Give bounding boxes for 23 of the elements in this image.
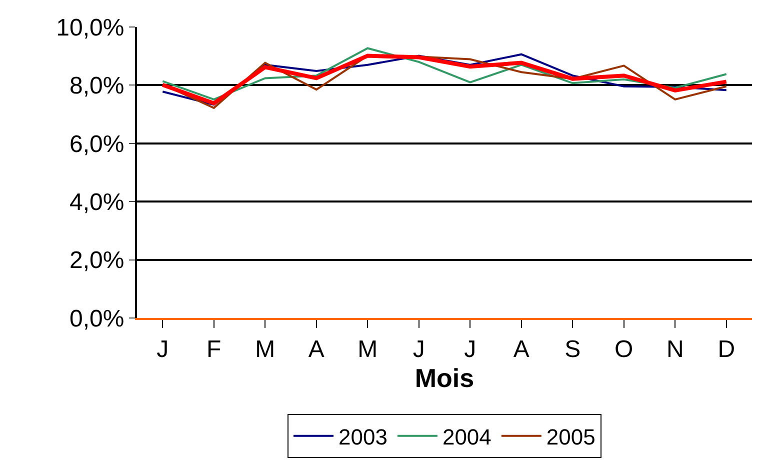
x-tick-label: J <box>412 336 425 363</box>
y-tick-label: 10,0% <box>56 14 124 42</box>
y-tick-label: 6,0% <box>69 130 124 158</box>
x-tick-label: J <box>464 336 476 363</box>
x-tick-label: O <box>614 336 634 363</box>
y-tick-label: 0,0% <box>69 305 124 332</box>
legend-label: 2005 <box>546 424 596 450</box>
x-tick-label: J <box>156 336 169 363</box>
x-tick-label: A <box>513 336 530 363</box>
y-tick-label: 8,0% <box>69 72 124 100</box>
legend-label: 2003 <box>338 424 388 450</box>
x-tick-label: S <box>564 336 581 363</box>
x-tick-label: M <box>358 336 378 363</box>
y-tick-label: 4,0% <box>69 189 124 216</box>
x-tick-label: N <box>666 336 684 363</box>
legend-label: 2004 <box>442 424 492 450</box>
x-tick-label: F <box>206 336 222 363</box>
x-axis-title: Mois <box>414 362 474 393</box>
line-series <box>162 47 728 100</box>
y-tick-label: 2,0% <box>69 247 124 274</box>
x-tick-label: D <box>718 336 736 363</box>
x-tick-label: M <box>255 336 276 363</box>
x-tick-label: A <box>308 336 324 363</box>
